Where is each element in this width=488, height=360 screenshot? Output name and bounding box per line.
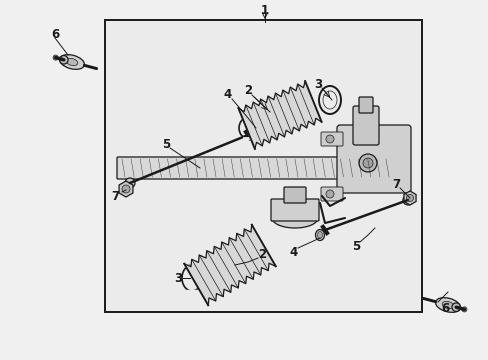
Circle shape xyxy=(406,194,413,202)
FancyBboxPatch shape xyxy=(352,106,378,145)
Circle shape xyxy=(125,178,135,188)
Ellipse shape xyxy=(435,298,460,312)
Text: 6: 6 xyxy=(51,27,59,40)
Circle shape xyxy=(325,190,333,198)
Text: 3: 3 xyxy=(313,77,322,90)
Ellipse shape xyxy=(317,231,322,238)
Circle shape xyxy=(451,303,460,311)
Text: 2: 2 xyxy=(257,248,265,261)
Polygon shape xyxy=(238,81,321,149)
FancyBboxPatch shape xyxy=(320,187,342,201)
Ellipse shape xyxy=(441,301,453,309)
Text: 1: 1 xyxy=(261,4,268,17)
Circle shape xyxy=(325,135,333,143)
Circle shape xyxy=(461,307,466,312)
Ellipse shape xyxy=(60,55,84,69)
Polygon shape xyxy=(184,225,275,305)
Circle shape xyxy=(53,55,58,60)
Text: 6: 6 xyxy=(440,302,448,315)
Text: 3: 3 xyxy=(174,271,182,284)
Ellipse shape xyxy=(251,125,260,135)
Ellipse shape xyxy=(66,58,78,66)
FancyBboxPatch shape xyxy=(284,187,305,203)
Text: 5: 5 xyxy=(351,239,359,252)
Text: 7: 7 xyxy=(391,177,399,190)
Circle shape xyxy=(358,154,376,172)
Circle shape xyxy=(362,158,372,168)
Text: 7: 7 xyxy=(111,189,119,202)
Circle shape xyxy=(122,185,130,193)
FancyBboxPatch shape xyxy=(270,199,318,221)
FancyBboxPatch shape xyxy=(320,132,342,146)
FancyBboxPatch shape xyxy=(117,157,390,179)
FancyBboxPatch shape xyxy=(358,97,372,113)
Circle shape xyxy=(402,195,412,205)
Ellipse shape xyxy=(271,208,317,228)
Text: 4: 4 xyxy=(224,89,232,102)
FancyBboxPatch shape xyxy=(336,125,410,193)
Text: 2: 2 xyxy=(244,85,251,98)
Circle shape xyxy=(60,55,68,64)
Text: 5: 5 xyxy=(162,138,170,150)
Text: 4: 4 xyxy=(289,246,298,258)
Bar xyxy=(105,20,421,312)
Ellipse shape xyxy=(253,126,258,134)
Ellipse shape xyxy=(315,230,324,240)
